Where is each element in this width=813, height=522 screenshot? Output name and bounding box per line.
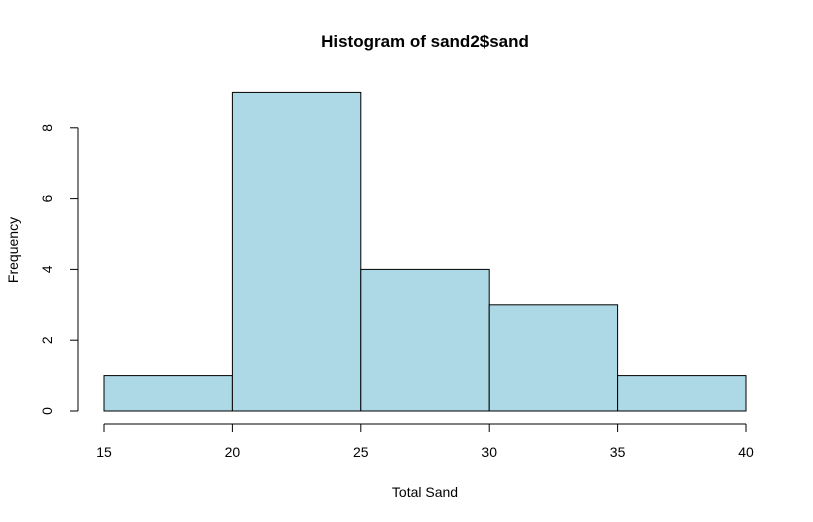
y-tick-label-8: 8 xyxy=(39,124,55,132)
histogram-bar-2 xyxy=(231,91,362,412)
y-axis: 0 2 4 6 8 xyxy=(39,124,79,415)
y-tick-label-4: 4 xyxy=(39,265,55,273)
x-tick-label-40: 40 xyxy=(738,444,754,460)
x-axis: 15 20 25 30 35 40 xyxy=(96,423,754,460)
bars-group xyxy=(103,91,747,412)
x-tick-label-20: 20 xyxy=(225,444,241,460)
y-tick-label-2: 2 xyxy=(39,336,55,344)
x-tick-label-15: 15 xyxy=(96,444,112,460)
y-tick-label-0: 0 xyxy=(39,407,55,415)
x-tick-label-30: 30 xyxy=(481,444,497,460)
x-tick-label-25: 25 xyxy=(353,444,369,460)
histogram-bar-1 xyxy=(103,375,233,412)
y-axis-label: Frequency xyxy=(5,217,21,283)
x-tick-label-35: 35 xyxy=(610,444,626,460)
histogram-bar-4 xyxy=(488,304,619,412)
x-axis-label: Total Sand xyxy=(392,484,458,500)
histogram-bar-3 xyxy=(360,268,490,412)
chart-title: Histogram of sand2$sand xyxy=(321,32,529,51)
y-tick-label-6: 6 xyxy=(39,194,55,202)
histogram-bar-5 xyxy=(617,375,747,412)
